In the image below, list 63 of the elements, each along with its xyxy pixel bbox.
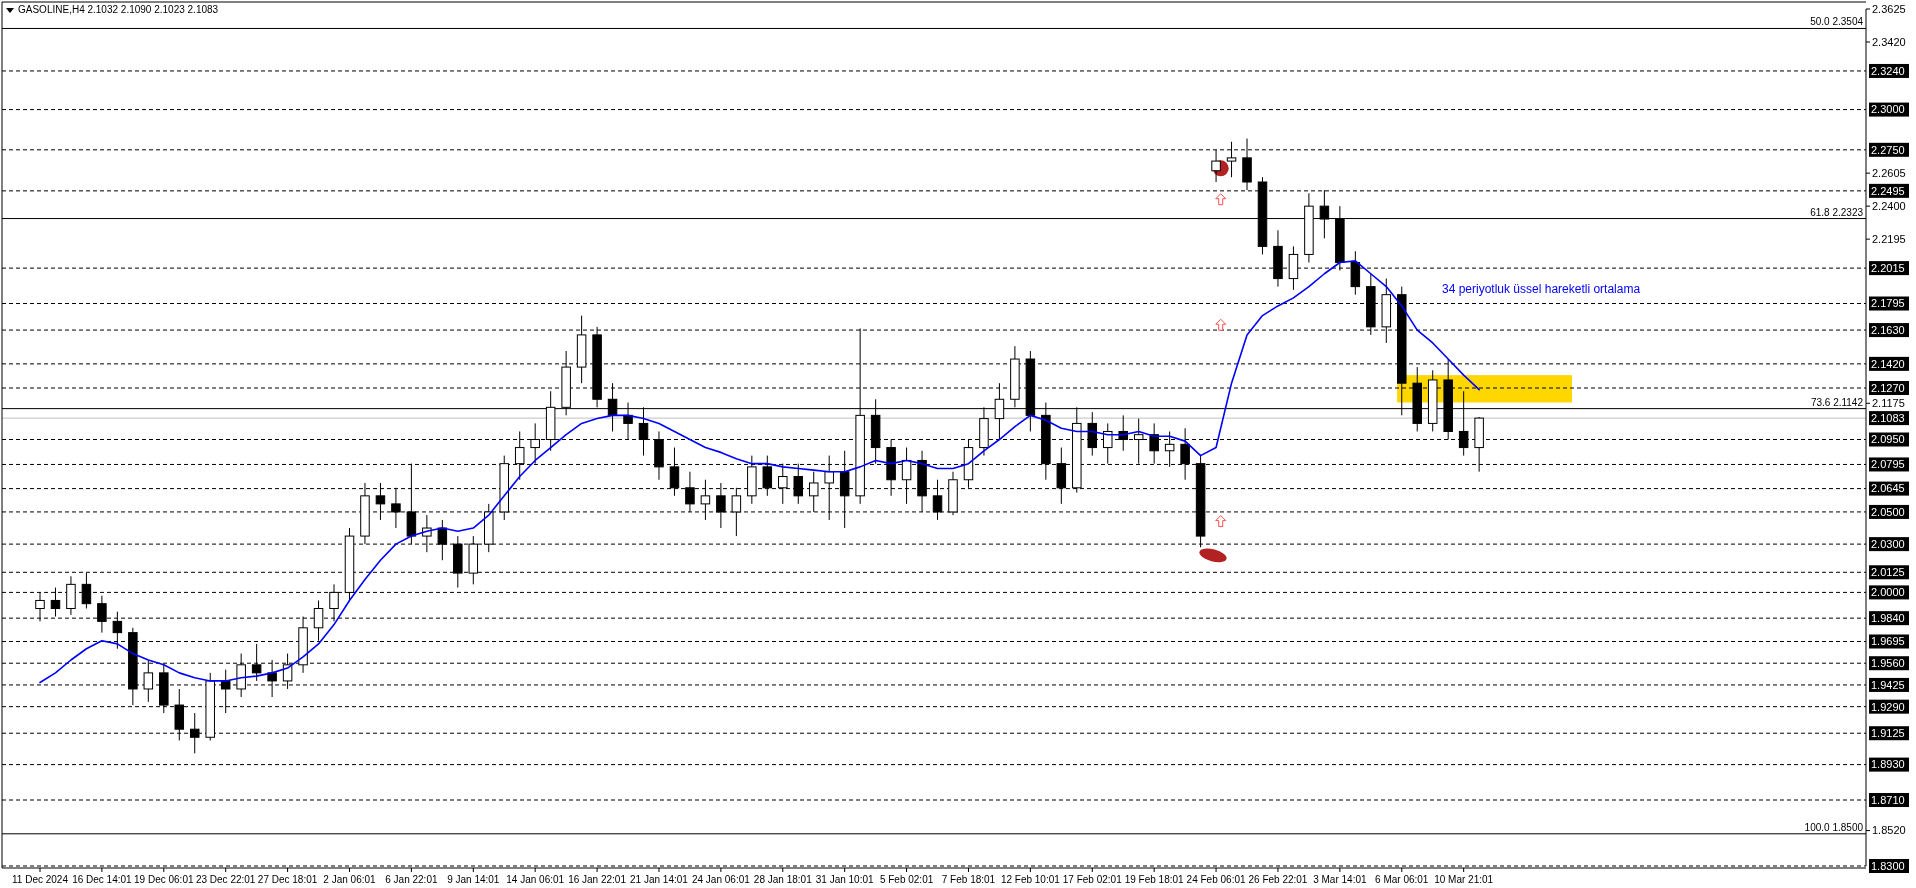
ref-line-label: 73.6 2.1142 [1810, 396, 1864, 408]
ref-line-label: 2.1420 [1871, 357, 1905, 370]
x-tick-label: 28 Jan 18:01 [753, 874, 813, 885]
ref-line-label: 100.0 1.8500 [1804, 821, 1864, 833]
x-tick-label: 26 Feb 22:01 [1248, 874, 1308, 885]
ref-line-label: 2.3000 [1871, 103, 1905, 116]
x-tick-label: 10 Mar 21:01 [1434, 874, 1494, 885]
ref-line-label: 2.1630 [1871, 323, 1905, 336]
x-tick-label: 11 Dec 2024 [12, 874, 69, 885]
ref-line-label: 1.8930 [1871, 758, 1905, 771]
chart-title: GASOLINE,H4 2.1032 2.1090 2.1023 2.1083 [18, 4, 219, 15]
x-tick-label: 3 Mar 14:01 [1313, 874, 1367, 885]
x-tick-label: 7 Feb 18:01 [941, 874, 996, 885]
ref-line-label: 2.2495 [1871, 184, 1905, 197]
ref-line-label: 2.3240 [1871, 64, 1905, 77]
y-tick-label: 2.3420 [1872, 35, 1906, 48]
x-tick-label: 19 Feb 18:01 [1124, 874, 1185, 885]
x-tick-label: 23 Dec 22:01 [195, 874, 256, 885]
y-tick-label: 2.2195 [1872, 232, 1906, 245]
x-tick-label: 9 Jan 14:01 [447, 874, 500, 885]
x-tick-label: 19 Dec 06:01 [134, 874, 194, 885]
ref-line-label: 2.0300 [1871, 537, 1905, 550]
x-tick-label: 21 Jan 14:01 [630, 874, 689, 885]
x-tick-label: 5 Feb 02:01 [879, 874, 934, 885]
x-tick-label: 24 Jan 06:01 [691, 874, 751, 885]
y-tick-label: 2.1175 [1872, 397, 1905, 410]
x-tick-label: 16 Jan 22:01 [568, 874, 627, 885]
ref-line-label: 2.2015 [1871, 261, 1905, 274]
ref-line-label: 1.9695 [1871, 635, 1905, 648]
x-tick-label: 31 Jan 10:01 [815, 874, 875, 885]
ref-line-label: 1.9425 [1871, 678, 1905, 691]
ref-line-label: 2.1795 [1871, 297, 1905, 310]
x-tick-label: 16 Dec 14:01 [72, 874, 133, 885]
ref-line-label: 2.0950 [1871, 433, 1905, 446]
ref-line-label: 1.8710 [1871, 793, 1905, 806]
ref-line-label: 1.8300 [1871, 859, 1905, 872]
ref-line-label: 2.0645 [1871, 482, 1905, 495]
y-tick-label: 2.2605 [1872, 167, 1906, 180]
ref-line-label: 2.0795 [1871, 458, 1905, 471]
ref-line-label: 2.0500 [1871, 505, 1905, 518]
x-tick-label: 14 Jan 06:01 [506, 874, 565, 885]
ref-line-label: 2.2750 [1871, 143, 1905, 156]
y-tick-label: 2.3625 [1872, 2, 1906, 15]
ref-line-label: 1.9560 [1871, 657, 1905, 670]
x-tick-label: 6 Mar 06:01 [1375, 874, 1429, 885]
x-tick-label: 24 Feb 06:01 [1186, 874, 1246, 885]
ref-line-label: 50.0 2.3504 [1810, 16, 1864, 28]
ref-line-label: 1.9125 [1871, 727, 1905, 740]
ref-line-label: 2.1270 [1871, 381, 1905, 394]
x-tick-label: 17 Feb 02:01 [1062, 874, 1123, 885]
ref-line-label: 1.9840 [1871, 612, 1905, 624]
ref-line-label: 61.8 2.2323 [1810, 206, 1864, 218]
ref-line-label: 2.0000 [1871, 586, 1905, 599]
x-tick-label: 12 Feb 10:01 [1000, 874, 1061, 885]
y-tick-label: 2.2400 [1872, 200, 1906, 212]
y-tick-label: 1.8520 [1872, 824, 1906, 837]
x-tick-label: 2 Jan 06:01 [323, 874, 377, 885]
annotation: 34 periyotluk üssel hareketli ortalama [1442, 282, 1641, 297]
x-tick-label: 27 Dec 18:01 [257, 874, 318, 885]
ref-line-label: 2.1083 [1871, 411, 1905, 424]
x-tick-label: 6 Jan 22:01 [385, 874, 438, 885]
ref-line-label: 2.0125 [1871, 566, 1905, 579]
ref-line-label: 1.9290 [1871, 700, 1905, 713]
